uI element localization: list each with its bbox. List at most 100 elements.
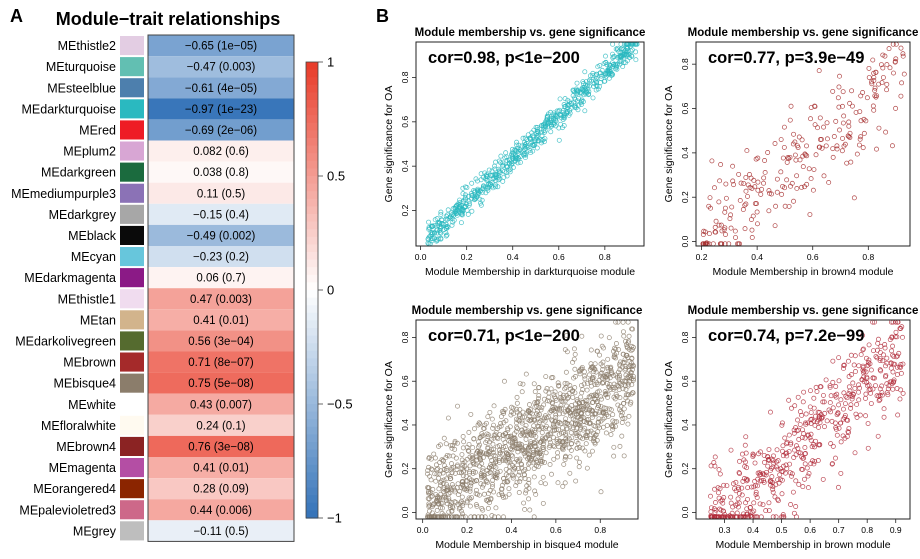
scatter-point	[899, 324, 905, 330]
module-label: MEgrey	[73, 524, 117, 538]
scatter-point	[608, 364, 614, 370]
scatter-point	[731, 182, 736, 188]
scatter-point	[823, 143, 829, 149]
scatter-point	[572, 374, 578, 379]
scatter-point	[467, 503, 473, 509]
scatter-point	[577, 445, 583, 451]
scatter-point	[519, 465, 525, 471]
scatter-point	[533, 448, 539, 454]
scatter-point	[766, 447, 772, 452]
scatter-point	[539, 424, 544, 430]
scatter-point	[514, 139, 520, 145]
x-tick-label: 0.4	[747, 525, 759, 535]
scatter-point	[791, 510, 797, 516]
scatter-point	[795, 145, 801, 150]
scatter-point	[431, 451, 437, 457]
scatter-point	[810, 187, 816, 193]
scatter-point	[561, 461, 567, 467]
scatter-point	[765, 463, 771, 469]
module-label: MEorangered4	[33, 482, 116, 496]
scatter-point	[618, 413, 624, 419]
scatter-point	[517, 479, 523, 485]
scatter-point	[762, 170, 768, 175]
scatter-point	[820, 399, 826, 405]
scatter-point	[630, 362, 636, 368]
scatter-point	[583, 406, 589, 412]
scatter-point	[768, 477, 773, 483]
scatter-point	[572, 422, 578, 428]
scatter-point	[426, 225, 432, 230]
colorbar-segment	[306, 312, 318, 321]
heatmap-cell	[148, 119, 294, 141]
colorbar-segment	[306, 358, 318, 367]
scatter-point	[488, 496, 494, 502]
scatter-point	[799, 184, 805, 190]
scatter-point	[887, 65, 893, 71]
scatter-point	[473, 176, 479, 182]
scatter-point	[811, 418, 817, 424]
scatter-point	[812, 413, 818, 419]
scatter-point	[594, 382, 600, 388]
scatter-point	[530, 148, 536, 154]
scatter-point	[426, 455, 432, 461]
scatter-point	[462, 195, 468, 201]
scatter-point	[452, 489, 458, 495]
scatter-point	[891, 70, 896, 76]
scatter-point	[476, 463, 482, 469]
scatter-point	[796, 134, 802, 140]
scatter-point	[893, 105, 899, 111]
scatter-point	[534, 400, 540, 406]
scatter-point	[582, 84, 588, 90]
scatter-point	[898, 364, 903, 370]
scatter-point	[758, 514, 764, 520]
scatter-point	[560, 483, 566, 489]
scatter-point	[457, 505, 463, 511]
scatter-point	[516, 490, 522, 495]
scatter-point	[466, 448, 472, 454]
scatter-point	[602, 410, 608, 416]
scatter-point	[448, 487, 454, 493]
scatter-point	[840, 406, 846, 412]
scatter-point	[566, 436, 572, 442]
scatter-point	[782, 435, 788, 441]
scatter-point	[542, 481, 548, 487]
scatter-point	[459, 210, 465, 216]
scatter-point	[517, 456, 523, 462]
module-color-swatch	[120, 521, 144, 541]
scatter-point	[541, 445, 547, 450]
scatter-point	[884, 87, 890, 93]
scatter-point	[502, 168, 508, 174]
heatmap-cell	[148, 161, 294, 183]
scatter-point	[591, 81, 597, 86]
scatter-point	[602, 78, 608, 84]
scatter-point	[525, 447, 531, 453]
scatter-point	[433, 478, 439, 484]
module-color-swatch	[120, 331, 144, 351]
scatter-point	[856, 363, 862, 369]
scatter-point	[506, 486, 512, 492]
scatter-point	[527, 136, 533, 142]
scatter-point	[616, 369, 621, 375]
scatter-point	[480, 507, 486, 513]
scatter-point	[479, 431, 485, 437]
scatter-point	[473, 478, 479, 484]
scatter-point	[778, 169, 784, 175]
scatter-point	[511, 473, 516, 479]
scatter-point	[830, 358, 836, 364]
scatter-point	[471, 436, 477, 442]
scatter-point	[605, 356, 611, 362]
y-tick-label: 0.2	[400, 204, 410, 216]
scatter-point	[718, 222, 724, 228]
scatter-point	[434, 467, 440, 473]
scatter-point	[572, 385, 578, 391]
scatter-point	[610, 426, 616, 432]
scatter-point	[788, 502, 794, 507]
scatter-point	[480, 450, 486, 456]
scatter-point	[592, 441, 598, 447]
scatter-point	[460, 500, 466, 506]
y-tick-label: 0.8	[680, 331, 690, 343]
scatter-point	[712, 229, 718, 235]
scatter-point	[766, 188, 772, 194]
scatter-point	[473, 487, 479, 493]
scatter-point	[557, 96, 563, 102]
